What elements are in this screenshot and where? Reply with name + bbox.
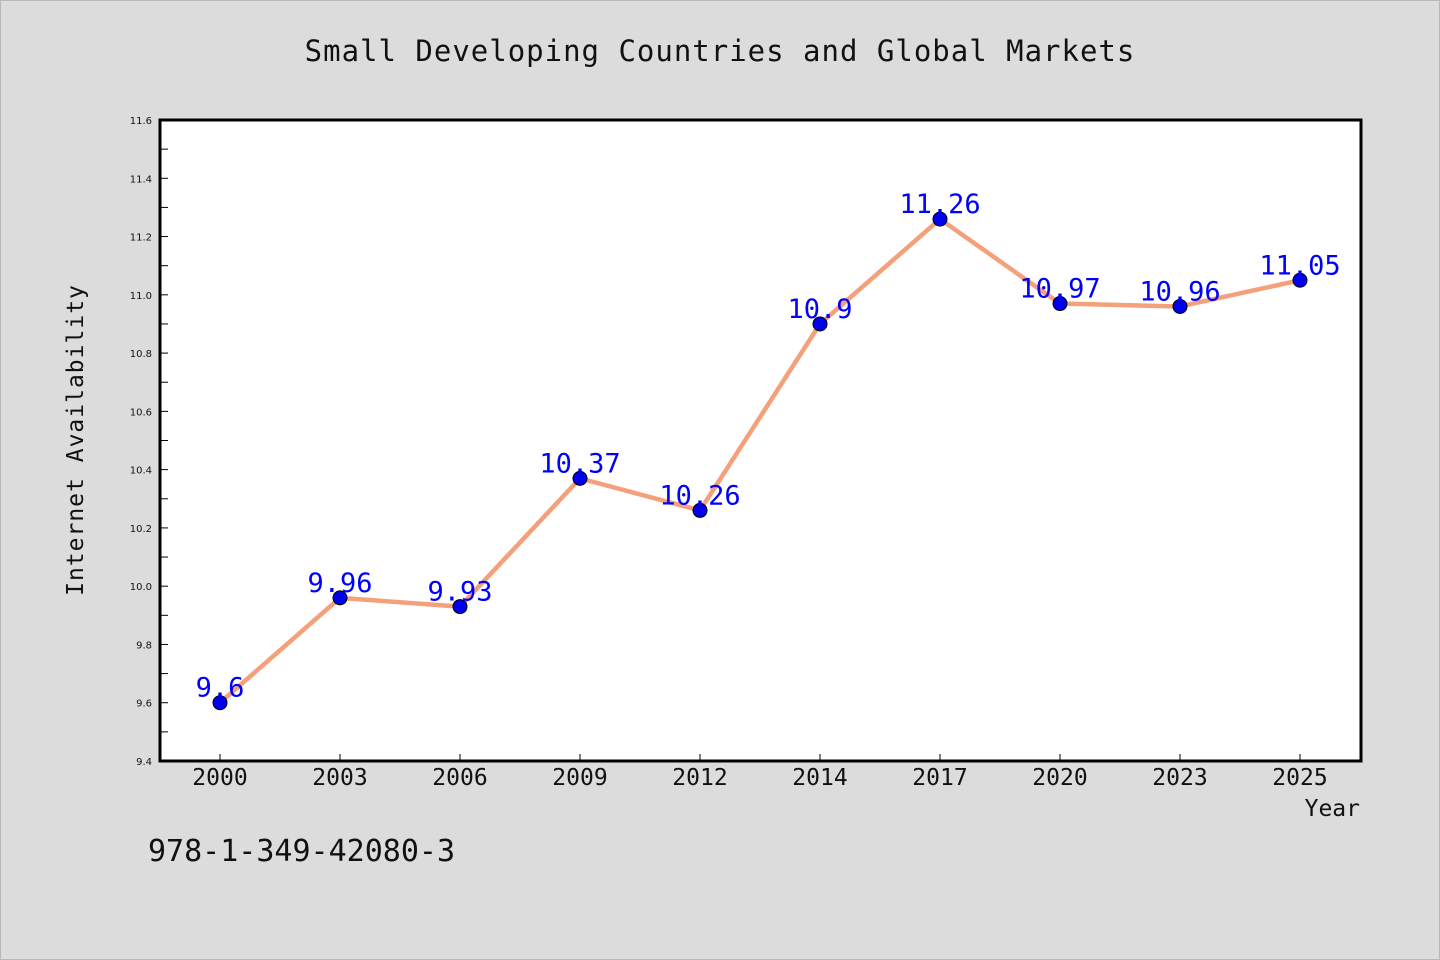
y-tick-label: 11.4	[130, 174, 152, 185]
y-tick-label: 10.4	[130, 466, 152, 477]
data-label: 10.96	[1139, 276, 1220, 307]
data-point	[812, 316, 828, 332]
x-tick-label: 2009	[552, 765, 607, 791]
y-tick-label: 11.2	[130, 233, 152, 244]
x-tick-label: 2003	[312, 765, 367, 791]
data-point	[692, 502, 708, 518]
y-tick-label: 10.2	[130, 524, 152, 535]
x-tick-label: 2020	[1032, 765, 1087, 791]
x-tick-label: 2023	[1152, 765, 1207, 791]
data-label: 9.6	[196, 673, 245, 704]
y-tick-label: 9.6	[136, 699, 152, 710]
y-tick-label: 10.8	[130, 349, 152, 360]
y-tick-label: 9.4	[136, 757, 152, 768]
series-group: 9.6 9.96 9.93 10.37 10.26 10.9 11.26 10.97 10.96…	[196, 189, 1341, 711]
data-point	[1172, 298, 1188, 314]
y-tick-label: 9.8	[136, 640, 152, 651]
chart-title: Small Developing Countries and Global Ma…	[304, 34, 1136, 68]
y-tick-label: 11.0	[130, 291, 152, 302]
data-point	[932, 211, 948, 227]
data-point	[452, 599, 468, 615]
data-label: 9.93	[427, 577, 492, 608]
data-label: 10.9	[787, 294, 852, 325]
x-tick-label: 2025	[1272, 765, 1327, 791]
y-axis: 9.4 9.6 9.8 10.0 10.2 10.4 10.6 10.8 11.0 11.2 11.…	[130, 116, 168, 768]
data-point	[1052, 296, 1068, 312]
y-tick-label: 11.6	[130, 116, 152, 127]
data-label: 10.37	[539, 448, 620, 479]
x-tick-label: 2012	[672, 765, 727, 791]
isbn-text: 978-1-349-42080-3	[148, 834, 456, 869]
data-label: 10.26	[659, 480, 740, 511]
data-point	[572, 470, 588, 486]
x-tick-label: 2014	[792, 765, 847, 791]
data-label: 11.05	[1259, 250, 1340, 281]
series-line	[218, 216, 1301, 705]
data-point	[212, 695, 228, 711]
x-tick-label: 2000	[192, 765, 247, 791]
y-tick-label: 10.6	[130, 407, 152, 418]
x-tick-label: 2017	[912, 765, 967, 791]
data-point	[1292, 272, 1308, 288]
data-point	[332, 590, 348, 606]
y-tick-label: 10.0	[130, 582, 152, 593]
x-axis: 2000 2003 2006 2009 2012 2014 2017 2020 2023 2025	[192, 754, 1328, 791]
data-label: 9.96	[307, 568, 372, 599]
plot-area	[158, 118, 1363, 763]
x-axis-label: Year	[1304, 796, 1360, 822]
data-label: 10.97	[1019, 274, 1100, 305]
x-tick-label: 2006	[432, 765, 487, 791]
data-label: 11.26	[899, 189, 980, 220]
